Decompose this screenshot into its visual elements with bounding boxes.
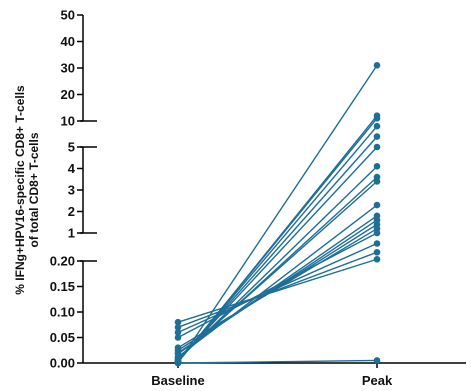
peak-point [373, 240, 381, 247]
pair-line [177, 251, 378, 328]
peak-point [373, 112, 381, 119]
y-tick-label: 20 [61, 87, 75, 102]
y-tick-label: 5 [68, 140, 75, 155]
y-tick-label: 10 [61, 114, 75, 129]
baseline-point [174, 318, 182, 326]
pair-lines [177, 64, 378, 364]
pair-line [177, 64, 378, 364]
y-tick-label: 0.15 [50, 279, 75, 294]
baseline-point [174, 324, 182, 331]
y-tick-label: 1 [68, 226, 75, 241]
pair-line [177, 136, 378, 362]
y-tick-label: 0.00 [50, 356, 75, 371]
peak-point [373, 163, 381, 170]
axis-labels: % IFNg+HPV16-specific CD8+ T-cells of to… [13, 85, 41, 295]
y-tick-label: 50 [61, 8, 75, 23]
pair-line [177, 215, 378, 355]
baseline-point [174, 359, 182, 367]
baseline-point [174, 334, 182, 341]
y-axis-label-line1: % IFNg+HPV16-specific CD8+ T-cells [13, 85, 27, 295]
peak-point [373, 357, 381, 364]
data-points [174, 62, 381, 367]
peak-point [373, 173, 381, 181]
y-tick-label: 0.20 [50, 254, 75, 269]
peak-point [373, 133, 381, 140]
peak-point [373, 201, 381, 209]
pair-line [177, 228, 378, 349]
y-tick-label: 4 [68, 161, 76, 176]
axes: 0.00 0.05 0.10 0.15 0.20 1 2 3 4 5 10 20 30 40 50 Basel… [50, 8, 466, 388]
x-tick-label: Peak [362, 373, 393, 388]
y-tick-label: 30 [61, 61, 75, 76]
y-axis-label-line2: of total CD8+ T-cells [27, 132, 41, 247]
pair-line [177, 115, 378, 363]
peak-point [373, 255, 381, 263]
pair-line [177, 258, 378, 323]
peak-point [373, 62, 381, 69]
peak-point [373, 248, 381, 256]
peak-point [373, 122, 381, 130]
y-tick-label: 0.05 [50, 330, 75, 345]
peak-point [373, 143, 381, 151]
y-tick-label: 40 [61, 34, 75, 49]
baseline-point [174, 329, 182, 336]
pair-line [177, 359, 378, 364]
pair-line [177, 204, 378, 358]
pair-line [177, 146, 378, 361]
pair-line [177, 165, 378, 361]
y-tick-label: 3 [68, 183, 75, 198]
y-tick-label: 0.10 [50, 305, 75, 320]
y-tick-label: 2 [68, 204, 75, 219]
x-tick-label: Baseline [151, 373, 204, 388]
peak-point [373, 212, 381, 220]
